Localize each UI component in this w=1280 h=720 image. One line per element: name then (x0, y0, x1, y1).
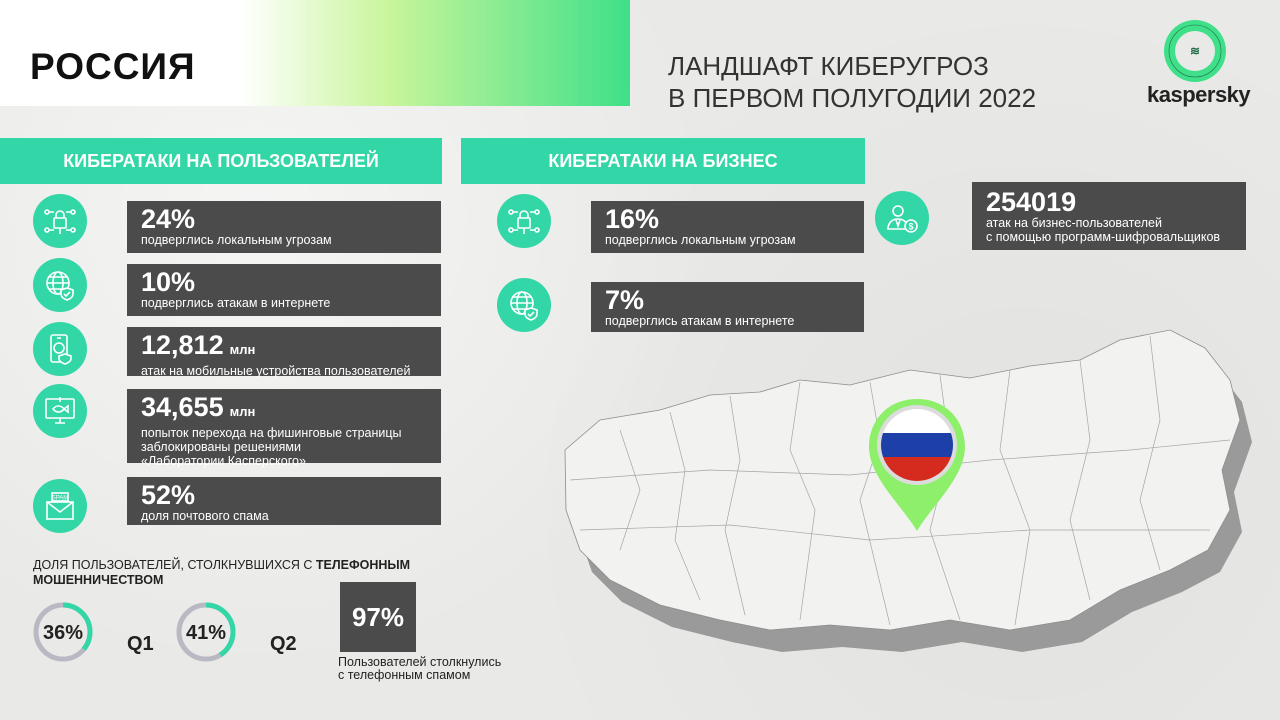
page-subtitle: ЛАНДШАФТ КИБЕРУГРОЗ В ПЕРВОМ ПОЛУГОДИИ 2… (668, 50, 1036, 114)
stat-caption: подверглись локальным угрозам (605, 233, 796, 247)
q1-value: 36% (42, 622, 84, 644)
q2-value: 41% (185, 622, 227, 644)
section-users-title: КИБЕРАТАКИ НА ПОЛЬЗОВАТЕЛЕЙ (0, 138, 442, 184)
stat-value: 254019 (986, 187, 1077, 217)
subtitle-line-1: ЛАНДШАФТ КИБЕРУГРОЗ (668, 51, 989, 81)
stat-value: 52% (141, 480, 196, 510)
stat-value: 12,812 (141, 330, 224, 360)
stat-caption-2: с помощью программ-шифровальщиков (986, 230, 1221, 244)
stat-mail-spam: 52% доля почтового спама (127, 477, 441, 525)
stat-local-threats-users: 24% подверглись локальным угрозам (127, 201, 441, 253)
stat-caption-3: «Лаборатории Касперского» (141, 454, 306, 468)
stat-value: 7% (605, 285, 645, 315)
stat-caption: атак на мобильные устройства пользовател… (141, 364, 411, 378)
phone-spam-caption-1: Пользователей столкнулись (338, 655, 502, 669)
header-band (0, 0, 630, 106)
stat-value: 24% (141, 204, 196, 234)
stat-value: 10% (141, 267, 196, 297)
globe-shield-icon (33, 258, 87, 312)
phone-spam-value: 97% (340, 582, 416, 652)
q2-label: Q2 (270, 633, 297, 655)
stat-mobile-attacks: 12,812 млн атак на мобильные устройства п… (127, 327, 441, 378)
cyber-security-weekend-badge: ≋ (1164, 20, 1226, 82)
kaspersky-logo: kaspersky (1147, 82, 1251, 107)
stat-caption: подверглись атакам в интернете (141, 296, 331, 310)
phone-fraud-title: ДОЛЯ ПОЛЬЗОВАТЕЛЕЙ, СТОЛКНУВШИХСЯ С ТЕЛЕ… (33, 558, 433, 588)
stat-phishing: 34,655 млн попыток перехода на фишинговые… (127, 389, 441, 468)
stat-caption-2: заблокированы решениями (141, 440, 301, 454)
q1-label: Q1 (127, 633, 154, 655)
monitor-fish-icon (33, 384, 87, 438)
stat-ransomware-business: 254019 атак на бизнес-пользователей с по… (972, 182, 1246, 250)
network-lock-icon (497, 194, 551, 248)
svg-text:SPAM: SPAM (52, 496, 69, 502)
stat-caption-1: атак на бизнес-пользователей (986, 216, 1162, 230)
q1-progress-ring (33, 602, 93, 662)
stat-internet-attacks-business: 7% подверглись атакам в интернете (591, 282, 864, 332)
stat-caption: подверглись атакам в интернете (605, 314, 795, 328)
stat-value: 34,655 (141, 392, 224, 422)
phone-fraud-title-bold-1: ТЕЛЕФОННЫМ (315, 558, 411, 572)
network-lock-icon (33, 194, 87, 248)
svg-text:≋: ≋ (1190, 44, 1200, 58)
spam-envelope-icon: SPAM (33, 479, 87, 533)
business-user-money-icon: $ (875, 191, 929, 245)
stat-caption: доля почтового спама (141, 509, 269, 523)
stat-unit: млн (229, 404, 256, 419)
stat-internet-attacks-users: 10% подверглись атакам в интернете (127, 264, 441, 316)
mobile-shield-icon (33, 322, 87, 376)
subtitle-line-2: В ПЕРВОМ ПОЛУГОДИИ 2022 (668, 83, 1037, 113)
stat-caption-1: попыток перехода на фишинговые страницы (141, 426, 402, 440)
section-business-title: КИБЕРАТАКИ НА БИЗНЕС (461, 138, 865, 184)
phone-fraud-title-plain: ДОЛЯ ПОЛЬЗОВАТЕЛЕЙ, СТОЛКНУВШИХСЯ С (33, 558, 316, 572)
stat-value: 16% (605, 204, 660, 234)
stat-caption: подверглись локальным угрозам (141, 233, 332, 247)
phone-spam-caption: Пользователей столкнулись с телефонным с… (338, 656, 538, 682)
country-title: РОССИЯ (30, 46, 196, 87)
phone-fraud-title-bold-2: МОШЕННИЧЕСТВОМ (33, 573, 164, 587)
q2-progress-ring (176, 602, 236, 662)
globe-shield-icon (497, 278, 551, 332)
svg-text:$: $ (908, 222, 913, 232)
phone-spam-caption-2: с телефонным спамом (338, 668, 471, 682)
stat-local-threats-business: 16% подверглись локальным угрозам (591, 201, 864, 253)
russia-flag-pin-icon (869, 399, 965, 531)
stat-unit: млн (229, 342, 256, 357)
